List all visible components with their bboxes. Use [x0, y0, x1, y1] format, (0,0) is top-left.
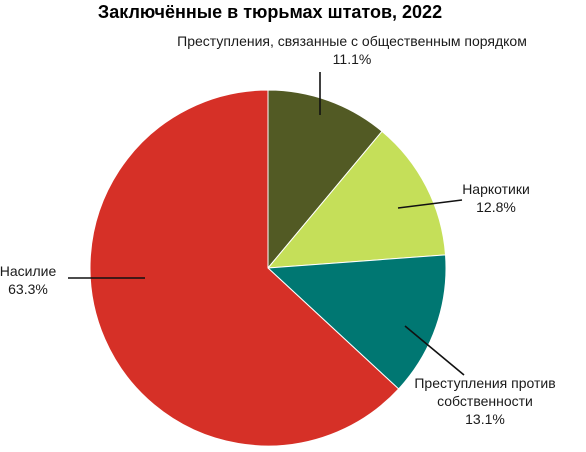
slice-category-label: Преступления против [414, 375, 555, 391]
slice-property [266, 254, 447, 390]
slice-category-label: Преступления, связанные с общественным п… [177, 33, 527, 49]
slice-label: Преступления, связанные с общественным п… [177, 33, 527, 67]
slice-value-label: 12.8% [476, 199, 516, 215]
slice-violence [89, 89, 400, 447]
slice-labels: Преступления, связанные с общественным п… [0, 33, 556, 427]
slice-label: Наркотики 12.8% [462, 181, 530, 215]
slice-label: Преступления против собственности 13.1% [414, 375, 555, 427]
slice-public-order [267, 89, 383, 270]
slice-category-label: Насилие [0, 263, 56, 279]
slice-value-label: 13.1% [465, 411, 505, 427]
leader-line [404, 325, 465, 376]
slice-value-label: 63.3% [8, 281, 48, 297]
slice-drugs [266, 130, 447, 269]
leader-lines [68, 72, 465, 376]
chart-title: Заключённые в тюрьмах штатов, 2022 [97, 2, 443, 22]
pie-slices [89, 89, 447, 447]
slice-label: Насилие 63.3% [0, 263, 56, 297]
slice-category-label: Наркотики [462, 181, 530, 197]
slice-value-label: 11.1% [333, 51, 372, 67]
leader-line [397, 199, 463, 209]
slice-category-label: собственности [437, 393, 533, 409]
